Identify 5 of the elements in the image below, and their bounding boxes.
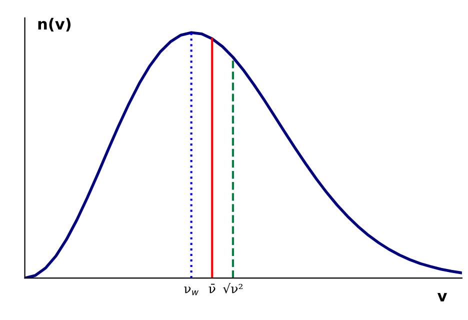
x-tick-label: ν̄ [208, 284, 216, 294]
x-axis-title: v [438, 293, 447, 302]
x-tick-label: √ν² [223, 282, 242, 294]
y-axis-title: n(v) [38, 18, 71, 32]
x-tick-label: ν$_{w}$ [184, 286, 199, 296]
